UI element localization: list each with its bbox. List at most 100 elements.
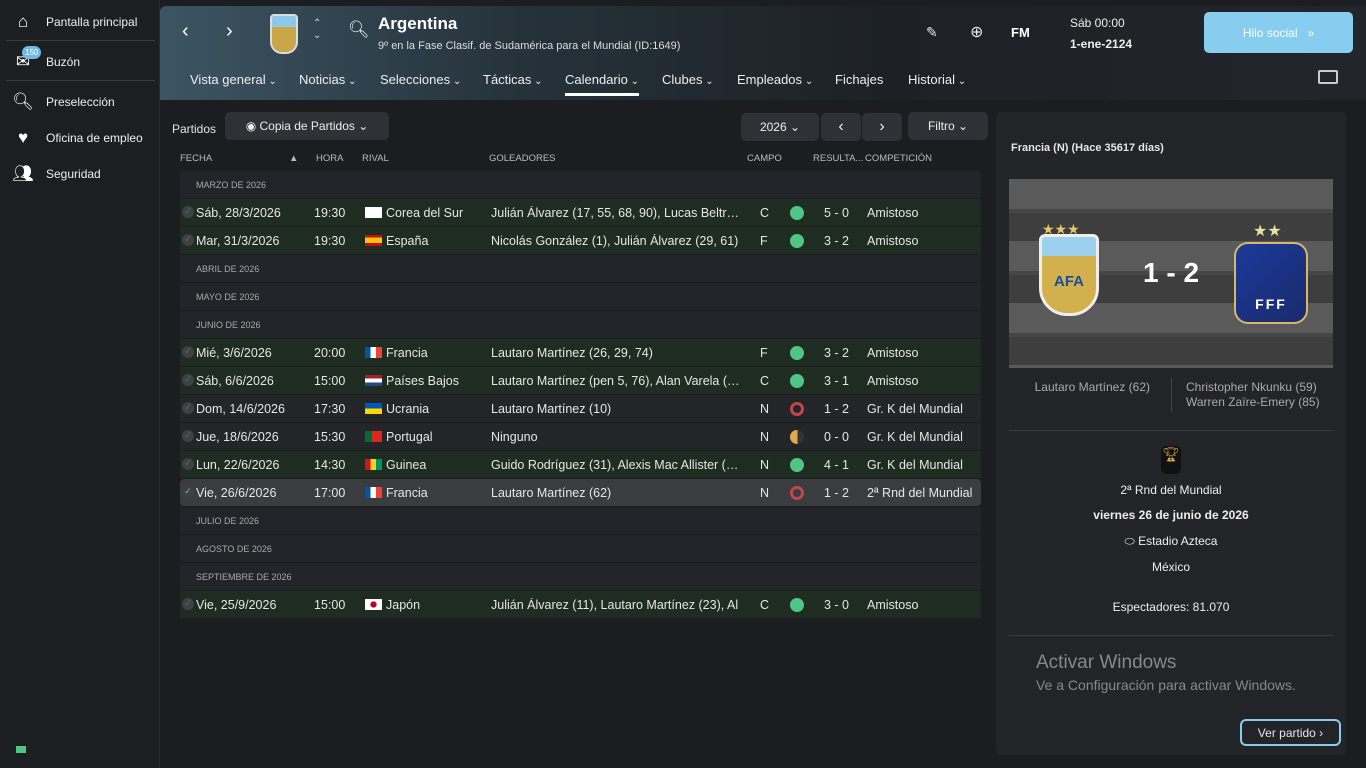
next-year-button[interactable]: › xyxy=(862,113,902,141)
match-date: Lun, 22/6/2026 xyxy=(196,458,280,472)
month-header: SEPTIEMBRE DE 2026 xyxy=(180,563,981,590)
tab-selecciones[interactable]: Selecciones ⌄ xyxy=(380,72,461,87)
col-scorers[interactable]: GOLEADORES xyxy=(489,153,556,164)
col-time[interactable]: HORA xyxy=(316,153,344,164)
forward-button[interactable]: › xyxy=(226,20,233,42)
tab-tácticas[interactable]: Tácticas ⌄ xyxy=(483,72,543,87)
col-date[interactable]: FECHA xyxy=(180,153,213,164)
globe-icon[interactable]: ⊕ xyxy=(970,24,984,41)
monitor-icon[interactable] xyxy=(1318,70,1338,84)
fm-menu-button[interactable]: FM xyxy=(1011,25,1030,40)
month-header: JULIO DE 2026 xyxy=(180,507,981,534)
home-icon: ⌂ xyxy=(17,12,29,31)
team-switch-arrows[interactable]: ⌃ ⌄ xyxy=(313,18,322,41)
table-row[interactable]: ✓ Mié, 3/6/2026 20:00 Francia Lautaro Martín… xyxy=(180,339,981,366)
tab-label: Clubes xyxy=(662,72,703,87)
tab-noticias[interactable]: Noticias ⌄ xyxy=(299,72,356,87)
table-row[interactable]: ✓ Mar, 31/3/2026 19:30 España Nicolás Gonzál… xyxy=(180,227,981,254)
sidebar-item-label: Seguridad xyxy=(46,167,101,181)
competition: Gr. K del Mundial xyxy=(867,458,963,472)
competition-name[interactable]: 2ª Rnd del Mundial xyxy=(1120,483,1222,497)
competition: Amistoso xyxy=(867,206,919,220)
kickoff-time: 15:30 xyxy=(314,430,346,444)
scorers: Lautaro Martínez (62) xyxy=(491,486,612,500)
competition: Gr. K del Mundial xyxy=(867,430,963,444)
chevron-down-icon: ⌄ xyxy=(802,76,814,87)
tab-label: Selecciones xyxy=(380,72,451,87)
tab-label: Calendario xyxy=(565,72,628,87)
table-row[interactable]: ✓ Lun, 22/6/2026 14:30 Guinea Guido Rodrígue… xyxy=(180,451,981,478)
table-row[interactable]: ✓ Vie, 25/9/2026 15:00 Japón Julián Álvarez … xyxy=(180,591,981,618)
table-row[interactable]: ✓ Dom, 14/6/2026 17:30 Ucrania Lautaro Martí… xyxy=(180,395,981,422)
match-date: Vie, 25/9/2026 xyxy=(196,598,277,612)
chevron-down-icon: ⌄ xyxy=(954,76,967,87)
col-venue[interactable]: CAMPO xyxy=(747,153,782,164)
filter-dropdown[interactable]: Filtro ⌄ xyxy=(908,112,988,140)
country: México xyxy=(1151,560,1190,574)
back-button[interactable]: ‹ xyxy=(182,20,189,42)
venue: F xyxy=(760,346,768,360)
match-date: Vie, 26/6/2026 xyxy=(196,486,277,500)
competition: Amistoso xyxy=(867,374,919,388)
tab-label: Noticias xyxy=(299,72,346,87)
view-match-button[interactable]: Ver partido › xyxy=(1240,719,1341,746)
match-summary-panel: Francia (N) (Hace 35617 días) AFA ★★★ 1 … xyxy=(996,112,1346,755)
table-row[interactable]: ✓ Sáb, 28/3/2026 19:30 Corea del Sur Julián … xyxy=(180,199,981,226)
edit-icon[interactable]: ✎ xyxy=(926,24,938,40)
tab-fichajes[interactable]: Fichajes xyxy=(835,72,883,87)
col-competition[interactable]: COMPETICIÓN xyxy=(865,153,933,164)
opponent: España xyxy=(386,234,429,248)
match-date: Sáb, 6/6/2026 xyxy=(196,374,274,388)
chevron-down-icon: ⌄ xyxy=(531,76,543,87)
sidebar-item-home[interactable]: ⌂ Pantalla principal xyxy=(0,4,155,40)
tab-historial[interactable]: Historial ⌄ xyxy=(908,72,966,87)
social-feed-button[interactable]: Hilo social » xyxy=(1204,12,1353,53)
match-banner: AFA ★★★ 1 - 2 FFF ★★ xyxy=(1009,179,1333,368)
stadium[interactable]: ⬭ Estadio Azteca xyxy=(996,534,1346,549)
sidebar-item-shortlist[interactable]: 🔍︎ Preselección xyxy=(0,84,155,120)
competition: Amistoso xyxy=(867,234,919,248)
scorer: Warren Zaïre-Emery (85) xyxy=(1186,395,1320,409)
col-opponent[interactable]: RIVAL xyxy=(362,153,389,164)
year-dropdown[interactable]: 2026 ⌄ xyxy=(741,113,819,141)
table-row[interactable]: ✓ Jue, 18/6/2026 15:30 Portugal Ninguno N 0 - … xyxy=(180,423,981,450)
activation-watermark-text: Ve a Configuración para activar Windows. xyxy=(1036,677,1296,693)
tab-empleados[interactable]: Empleados ⌄ xyxy=(737,72,813,87)
sidebar-item-inbox[interactable]: ✉ 150 Buzón xyxy=(0,44,155,80)
check-icon: ✓ xyxy=(182,458,194,470)
sidebar-item-job-centre[interactable]: ♥ Oficina de empleo xyxy=(0,120,155,156)
tab-calendario[interactable]: Calendario ⌄ xyxy=(565,72,640,96)
result-win-icon xyxy=(790,374,804,388)
kickoff-time: 17:00 xyxy=(314,486,346,500)
scorers: Lautaro Martínez (10) xyxy=(491,402,612,416)
result-win-icon xyxy=(790,234,804,248)
score: 3 - 1 xyxy=(824,374,850,388)
score: 3 - 2 xyxy=(824,346,850,360)
month-header: JUNIO DE 2026 xyxy=(180,311,981,338)
flag-jp-icon xyxy=(365,599,382,610)
search-icon[interactable]: 🔍︎ xyxy=(348,20,370,39)
flag-kr-icon xyxy=(365,207,382,218)
table-row[interactable]: ✓ Sáb, 6/6/2026 15:00 Países Bajos Lautaro M… xyxy=(180,367,981,394)
activation-watermark-title: Activar Windows xyxy=(1036,652,1177,673)
table-row[interactable]: ✓ Vie, 26/6/2026 17:00 Francia Lautaro Martí… xyxy=(180,479,981,506)
result-loss-icon xyxy=(790,486,804,500)
sidebar-item-security[interactable]: 👥︎ Seguridad xyxy=(0,156,155,192)
opponent: Corea del Sur xyxy=(386,206,464,220)
opponent: Guinea xyxy=(386,458,427,472)
view-dropdown[interactable]: ◉ Copia de Partidos ⌄ xyxy=(225,112,389,140)
scorers: Julián Álvarez (11), Lautaro Martínez (2… xyxy=(491,598,739,612)
prev-year-button[interactable]: ‹ xyxy=(821,113,861,141)
score: 3 - 2 xyxy=(824,234,850,248)
final-score: 1 - 2 xyxy=(1142,257,1200,288)
match-date: viernes 26 de junio de 2026 xyxy=(1093,508,1249,522)
view-match-label: Ver partido xyxy=(1257,725,1316,740)
filter-label: Filtro xyxy=(927,119,955,133)
game-date[interactable]: Sáb 00:00 1-ene-2124 xyxy=(1070,16,1132,51)
opponent: Francia xyxy=(386,346,428,360)
flag-nl-icon xyxy=(365,375,382,386)
month-label: MARZO DE 2026 xyxy=(196,180,267,190)
col-result[interactable]: RESULTA... xyxy=(813,153,864,164)
tab-vista-general[interactable]: Vista general ⌄ xyxy=(190,72,277,87)
tab-clubes[interactable]: Clubes ⌄ xyxy=(662,72,714,87)
